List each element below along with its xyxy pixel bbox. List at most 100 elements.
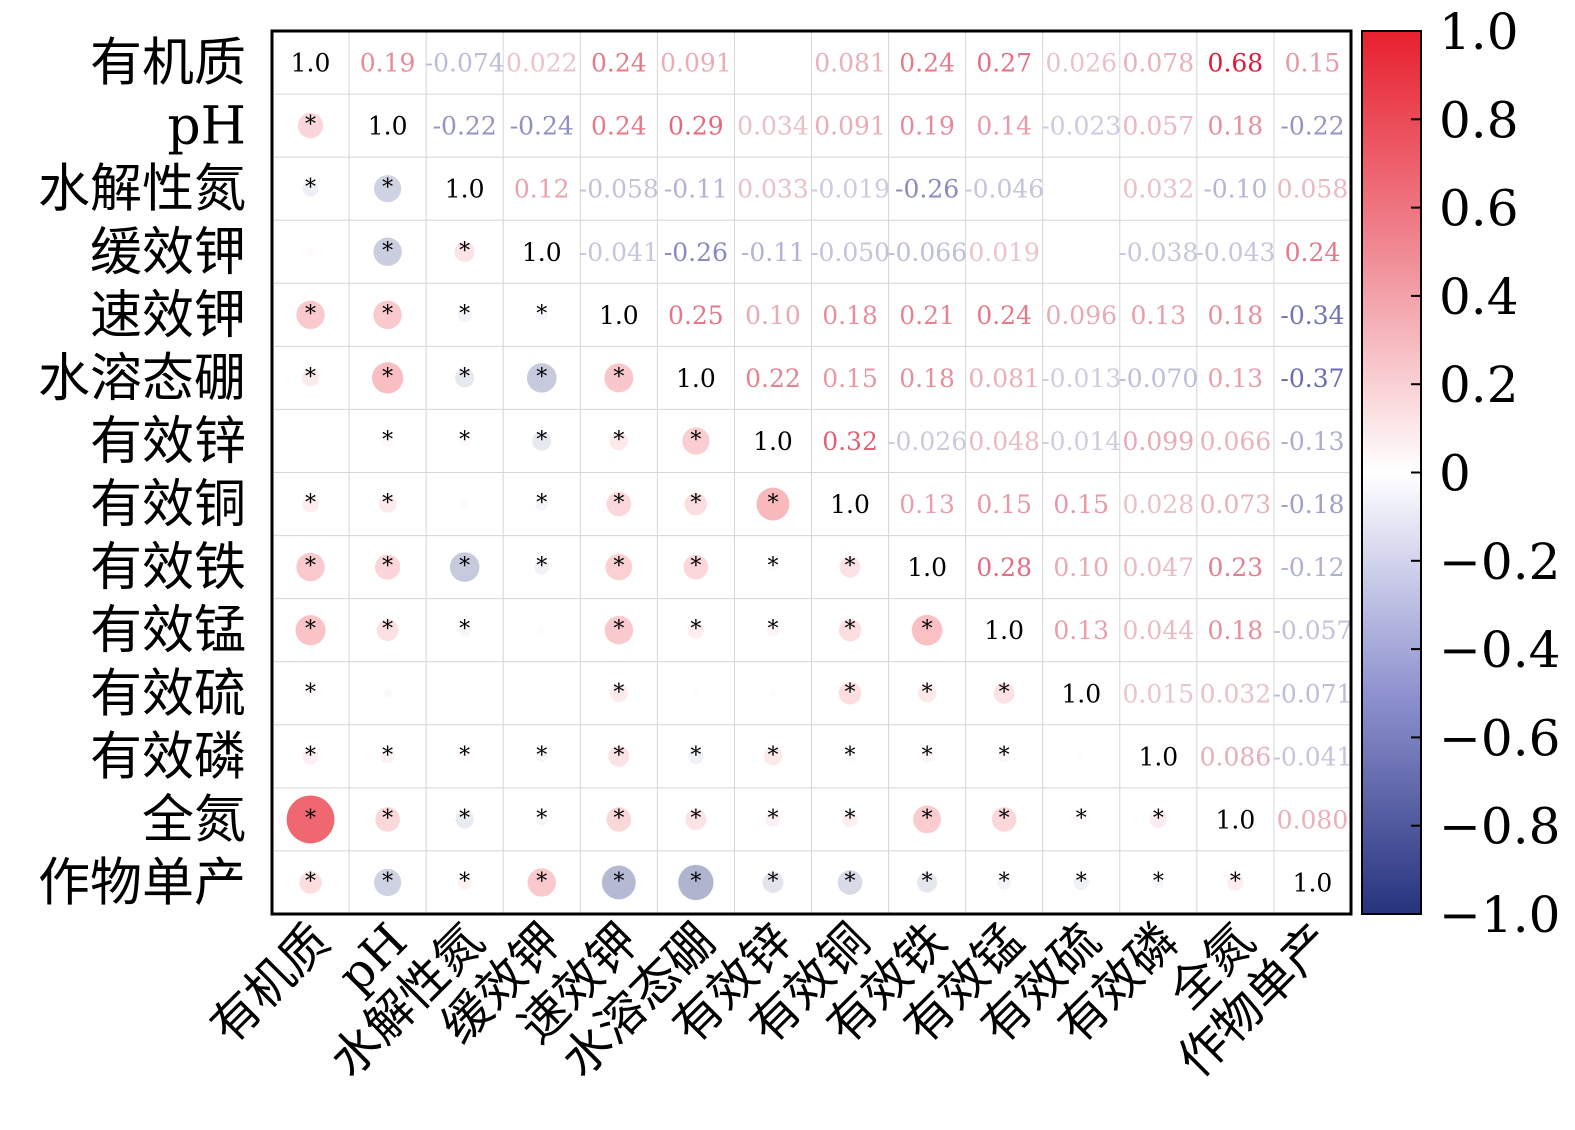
significance-mark: * <box>305 869 316 894</box>
correlation-circle <box>838 618 862 642</box>
correlation-value-label: -0.041 <box>1272 742 1352 771</box>
correlation-circle <box>920 750 934 763</box>
row-label: 缓效钾 <box>90 223 246 283</box>
correlation-circle <box>460 500 469 509</box>
significance-mark: * <box>613 743 624 768</box>
significance-mark: * <box>305 491 316 516</box>
significance-mark: * <box>690 743 701 768</box>
correlation-value-label: 0.27 <box>976 49 1032 78</box>
correlation-circle <box>768 562 778 572</box>
correlation-value-label: 0.24 <box>899 49 955 78</box>
significance-mark: * <box>459 617 470 642</box>
diagonal-label: 1.0 <box>907 553 947 582</box>
colorbar-tick-label: −0.6 <box>1439 709 1560 767</box>
correlation-value-label: -0.11 <box>741 238 805 267</box>
colorbar-tick-label: −1.0 <box>1439 886 1560 944</box>
correlation-value-label: -0.023 <box>1041 112 1121 141</box>
significance-mark: * <box>459 428 470 453</box>
correlation-circle <box>678 864 714 901</box>
correlation-circle <box>687 621 705 639</box>
colorbar-tick-label: 0.8 <box>1439 91 1519 149</box>
significance-mark: * <box>922 680 933 705</box>
correlation-circle <box>534 559 550 575</box>
correlation-value-label: 0.096 <box>1045 301 1117 330</box>
colorbar: 1.0 0.8 0.6 0.4 0.2 0 −0.2 −0.4 −0.6 −0.8 −1.0 <box>1361 3 1560 944</box>
correlation-value-label: 0.21 <box>899 301 955 330</box>
correlation-value-label: 0.073 <box>1200 490 1272 519</box>
correlation-value-label: 0.32 <box>822 427 878 456</box>
correlation-value-label: 0.026 <box>1045 49 1117 78</box>
correlation-circle <box>608 745 630 767</box>
diagonal-label: 1.0 <box>599 301 639 330</box>
correlation-value-label: 0.18 <box>1208 616 1264 645</box>
correlation-value-label: -0.34 <box>1280 301 1344 330</box>
significance-mark: * <box>536 743 547 768</box>
significance-mark: * <box>459 743 470 768</box>
row-label: 全氮 <box>142 790 246 850</box>
correlation-circle <box>375 807 400 832</box>
significance-mark: * <box>845 680 856 705</box>
diagonal-label: 1.0 <box>984 616 1024 645</box>
correlation-value-label: 0.032 <box>1200 679 1272 708</box>
correlation-value-label: -0.050 <box>810 238 890 267</box>
correlation-value-label: -0.026 <box>887 427 967 456</box>
correlation-value-label: 0.15 <box>1053 490 1109 519</box>
correlation-value-label: 0.15 <box>1285 49 1341 78</box>
correlation-value-label: 0.25 <box>668 301 724 330</box>
correlation-value-label: -0.014 <box>1041 427 1121 456</box>
significance-mark: * <box>767 806 778 831</box>
correlation-circle <box>1152 876 1165 889</box>
diagonal-label: 1.0 <box>676 364 716 393</box>
correlation-value-label: 0.015 <box>1123 679 1195 708</box>
correlation-value-label: -0.019 <box>810 175 890 204</box>
correlation-circle <box>302 748 319 765</box>
row-label: 水解性氮 <box>38 160 246 220</box>
correlation-value-label: 0.080 <box>1277 805 1349 834</box>
correlation-value-label: -0.12 <box>1280 553 1344 582</box>
correlation-circle <box>692 689 700 697</box>
correlation-circle <box>295 615 326 646</box>
correlation-circle <box>606 807 632 832</box>
correlation-value-label: 0.24 <box>591 112 647 141</box>
significance-mark: * <box>613 806 624 831</box>
correlation-circle <box>688 748 704 764</box>
significance-mark: * <box>613 491 624 516</box>
significance-mark: * <box>613 869 624 894</box>
significance-mark: * <box>613 617 624 642</box>
correlation-circle <box>535 813 548 826</box>
correlation-value-label: 0.048 <box>968 427 1040 456</box>
significance-mark: * <box>305 176 316 201</box>
significance-mark: * <box>1153 806 1164 831</box>
colorbar-tick-label: 0 <box>1439 445 1471 503</box>
colorbar-tick-label: −0.2 <box>1439 533 1560 591</box>
correlation-value-label: 0.057 <box>1123 112 1195 141</box>
correlation-value-label: -0.013 <box>1041 364 1121 393</box>
correlation-circle <box>837 870 863 895</box>
correlation-value-label: 0.099 <box>1123 427 1195 456</box>
significance-mark: * <box>767 554 778 579</box>
significance-mark: * <box>845 806 856 831</box>
significance-mark: * <box>536 365 547 390</box>
correlation-circle <box>609 684 628 703</box>
correlation-value-label: 0.18 <box>1208 112 1264 141</box>
diagonal-label: 1.0 <box>522 238 562 267</box>
correlation-value-label: 0.13 <box>1053 616 1109 645</box>
significance-mark: * <box>613 554 624 579</box>
correlation-value-label: 0.18 <box>822 301 878 330</box>
significance-mark: * <box>922 743 933 768</box>
significance-mark: * <box>845 554 856 579</box>
significance-mark: * <box>767 743 778 768</box>
significance-mark: * <box>536 554 547 579</box>
correlation-circle <box>609 431 628 451</box>
significance-mark: * <box>459 302 470 327</box>
significance-mark: * <box>536 428 547 453</box>
correlation-value-label: 0.12 <box>514 175 570 204</box>
correlation-circle <box>917 872 938 893</box>
colorbar-tick-label: −0.4 <box>1439 621 1560 679</box>
correlation-circle <box>913 805 942 834</box>
correlation-circle <box>917 684 937 703</box>
correlation-circle <box>998 750 1011 763</box>
significance-mark: * <box>536 302 547 327</box>
significance-mark: * <box>690 617 701 642</box>
